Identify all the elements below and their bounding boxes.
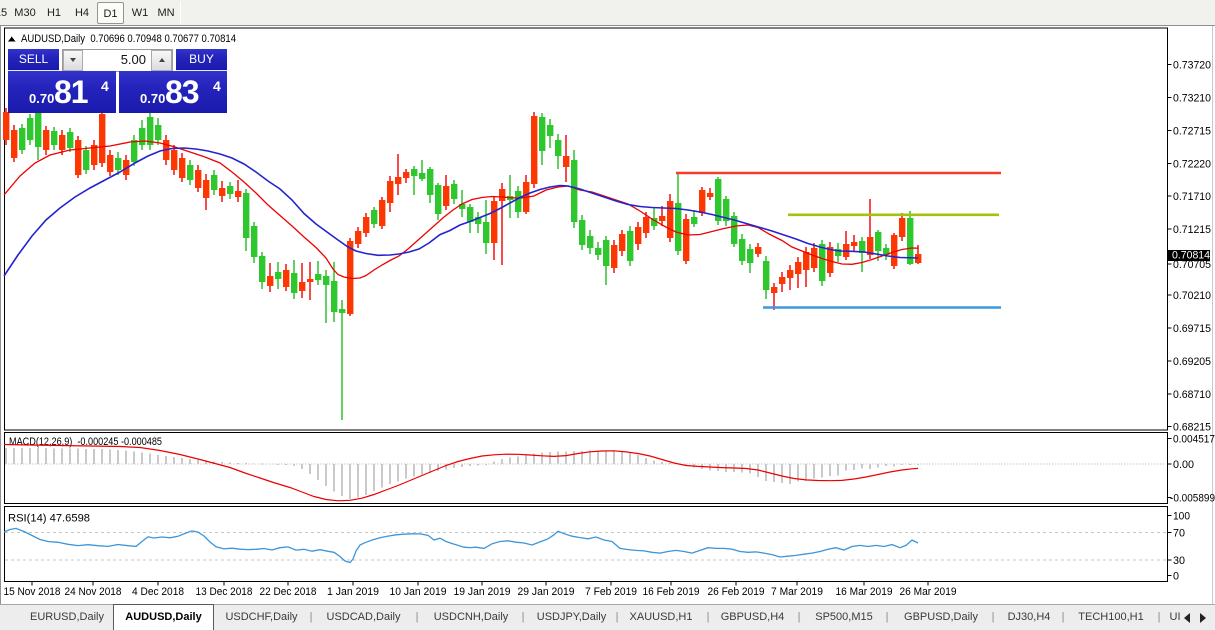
svg-text:0.70210: 0.70210 <box>1173 290 1211 302</box>
svg-text:0: 0 <box>1173 571 1179 583</box>
svg-text:13 Dec 2018: 13 Dec 2018 <box>196 586 253 598</box>
svg-text:30: 30 <box>1173 555 1185 567</box>
svg-text:0.73210: 0.73210 <box>1173 92 1211 104</box>
svg-text:22 Dec 2018: 22 Dec 2018 <box>260 586 317 598</box>
svg-text:0.71215: 0.71215 <box>1173 224 1211 236</box>
svg-text:24 Nov 2018: 24 Nov 2018 <box>65 586 122 598</box>
svg-text:-0.005899: -0.005899 <box>1170 493 1215 505</box>
svg-text:7 Mar 2019: 7 Mar 2019 <box>771 586 823 598</box>
svg-text:26 Mar 2019: 26 Mar 2019 <box>900 586 957 598</box>
svg-text:15 Nov 2018: 15 Nov 2018 <box>4 586 61 598</box>
svg-text:0.004517: 0.004517 <box>1173 434 1215 446</box>
svg-text:26 Feb 2019: 26 Feb 2019 <box>708 586 765 598</box>
svg-text:1 Jan 2019: 1 Jan 2019 <box>327 586 379 598</box>
svg-text:0.68710: 0.68710 <box>1173 389 1211 401</box>
svg-text:0.71710: 0.71710 <box>1173 191 1211 203</box>
svg-text:10 Jan 2019: 10 Jan 2019 <box>390 586 447 598</box>
svg-text:0.72715: 0.72715 <box>1173 125 1211 137</box>
svg-text:70: 70 <box>1173 527 1185 539</box>
svg-text:0.70814: 0.70814 <box>1172 250 1210 262</box>
svg-text:0.72220: 0.72220 <box>1173 158 1211 170</box>
svg-text:0.70705: 0.70705 <box>1173 259 1211 271</box>
svg-text:16 Mar 2019: 16 Mar 2019 <box>836 586 893 598</box>
svg-text:29 Jan 2019: 29 Jan 2019 <box>518 586 575 598</box>
svg-text:16 Feb 2019: 16 Feb 2019 <box>643 586 700 598</box>
svg-text:4 Dec 2018: 4 Dec 2018 <box>132 586 184 598</box>
svg-text:AUDUSD,Daily 0.70696 0.70948: AUDUSD,Daily 0.70696 0.70948 0.70677 0.7… <box>21 33 236 45</box>
svg-text:RSI(14) 47.6598: RSI(14) 47.6598 <box>8 512 90 524</box>
svg-text:0.73720: 0.73720 <box>1173 60 1211 72</box>
svg-text:19 Jan 2019: 19 Jan 2019 <box>454 586 511 598</box>
svg-text:0.69205: 0.69205 <box>1173 356 1211 368</box>
svg-text:7 Feb 2019: 7 Feb 2019 <box>585 586 637 598</box>
svg-text:100: 100 <box>1173 511 1190 523</box>
svg-text:0.00: 0.00 <box>1173 459 1194 471</box>
svg-text:0.68215: 0.68215 <box>1173 422 1211 434</box>
svg-text:0.69715: 0.69715 <box>1173 323 1211 335</box>
